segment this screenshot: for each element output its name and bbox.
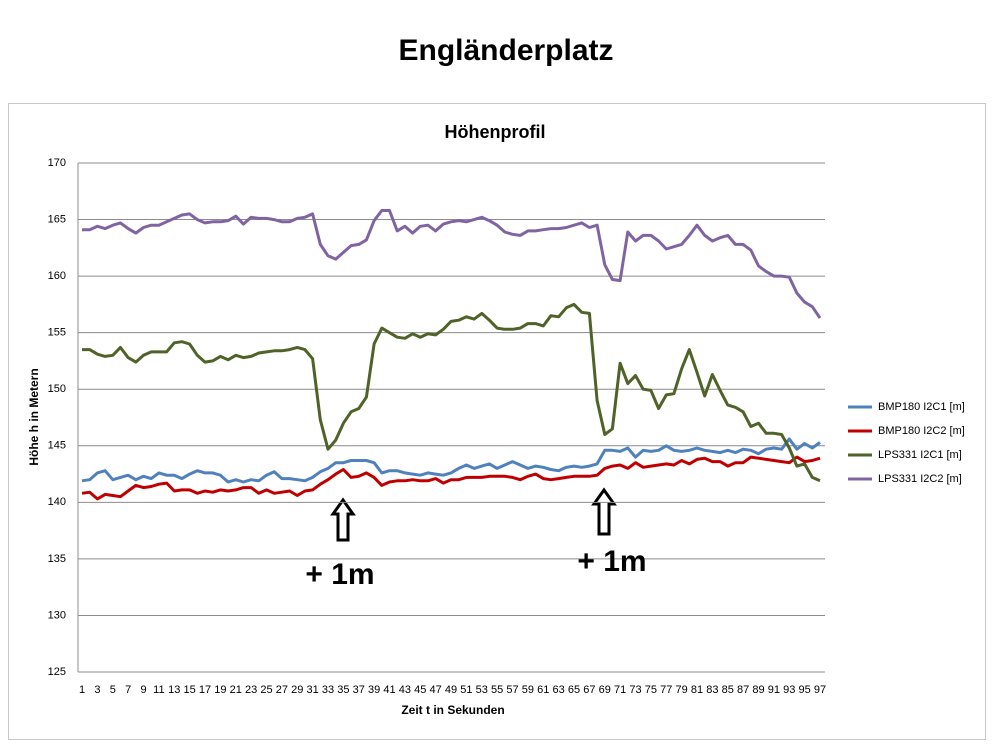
x-tick-label: 49 — [445, 684, 457, 696]
x-tick-label: 53 — [476, 684, 488, 696]
x-tick-label: 65 — [568, 684, 580, 696]
x-tick-label: 31 — [307, 684, 319, 696]
page-heading: Engländerplatz — [398, 34, 613, 67]
legend-label: LPS331 I2C2 [m] — [878, 473, 962, 485]
x-tick-label: 29 — [291, 684, 303, 696]
x-tick-label: 39 — [368, 684, 380, 696]
x-tick-label: 27 — [276, 684, 288, 696]
y-axis-label: Höhe h in Metern — [27, 368, 41, 465]
x-tick-label: 93 — [783, 684, 795, 696]
x-tick-label: 55 — [491, 684, 503, 696]
x-tick-label: 63 — [553, 684, 565, 696]
x-tick-label: 67 — [583, 684, 595, 696]
x-tick-label: 43 — [399, 684, 411, 696]
x-tick-label: 71 — [614, 684, 626, 696]
annotation: + 1m — [305, 558, 374, 591]
x-tick-label: 15 — [184, 684, 196, 696]
arrow — [591, 487, 617, 536]
legend-label: LPS331 I2C1 [m] — [878, 449, 962, 461]
y-tick-label: 155 — [48, 327, 66, 339]
x-tick-label: 19 — [214, 684, 226, 696]
x-tick-label: 97 — [814, 684, 826, 696]
y-tick-label: 125 — [48, 666, 66, 678]
y-tick-label: 160 — [48, 270, 66, 282]
x-tick-label: 21 — [230, 684, 242, 696]
x-tick-label: 79 — [676, 684, 688, 696]
x-tick-label: 91 — [768, 684, 780, 696]
x-tick-label: 61 — [537, 684, 549, 696]
x-tick-label: 83 — [706, 684, 718, 696]
x-tick-label: 85 — [722, 684, 734, 696]
legend-label: BMP180 I2C1 [m] — [878, 401, 965, 413]
x-tick-label: 41 — [383, 684, 395, 696]
x-tick-label: 77 — [660, 684, 672, 696]
x-tick-label: 57 — [506, 684, 518, 696]
x-tick-label: 33 — [322, 684, 334, 696]
x-tick-label: 73 — [629, 684, 641, 696]
x-tick-label: 89 — [752, 684, 764, 696]
y-tick-label: 170 — [48, 157, 66, 169]
x-tick-label: 75 — [645, 684, 657, 696]
x-tick-label: 11 — [153, 684, 164, 696]
x-tick-label: 13 — [168, 684, 180, 696]
chart-title: Höhenprofil — [445, 122, 546, 142]
x-tick-label: 9 — [140, 684, 146, 696]
chart-frame — [8, 103, 986, 740]
y-tick-label: 165 — [48, 213, 66, 225]
x-tick-label: 69 — [599, 684, 611, 696]
x-tick-label: 3 — [94, 684, 100, 696]
x-tick-label: 35 — [337, 684, 349, 696]
x-tick-label: 87 — [737, 684, 749, 696]
x-tick-label: 5 — [110, 684, 116, 696]
x-tick-label: 47 — [430, 684, 442, 696]
x-tick-label: 7 — [125, 684, 131, 696]
x-tick-label: 51 — [460, 684, 472, 696]
x-tick-label: 81 — [691, 684, 703, 696]
arrow — [330, 497, 356, 542]
x-tick-label: 25 — [260, 684, 272, 696]
series-line — [81, 455, 821, 501]
x-tick-label: 17 — [199, 684, 211, 696]
x-tick-label: 1 — [79, 684, 85, 696]
series-line — [82, 302, 821, 483]
y-tick-label: 150 — [48, 383, 66, 395]
annotation: + 1m — [577, 545, 646, 578]
y-tick-label: 145 — [48, 440, 66, 452]
x-axis-label: Zeit t in Sekunden — [401, 703, 504, 717]
x-tick-label: 59 — [522, 684, 534, 696]
y-tick-label: 130 — [48, 609, 66, 621]
legend-label: BMP180 I2C2 [m] — [878, 425, 965, 437]
x-tick-label: 37 — [353, 684, 365, 696]
series-line — [81, 437, 821, 484]
y-tick-label: 135 — [48, 553, 66, 565]
series-line — [82, 209, 822, 319]
x-tick-label: 23 — [245, 684, 257, 696]
x-tick-label: 45 — [414, 684, 426, 696]
x-tick-label: 95 — [799, 684, 811, 696]
y-tick-label: 140 — [48, 496, 66, 508]
